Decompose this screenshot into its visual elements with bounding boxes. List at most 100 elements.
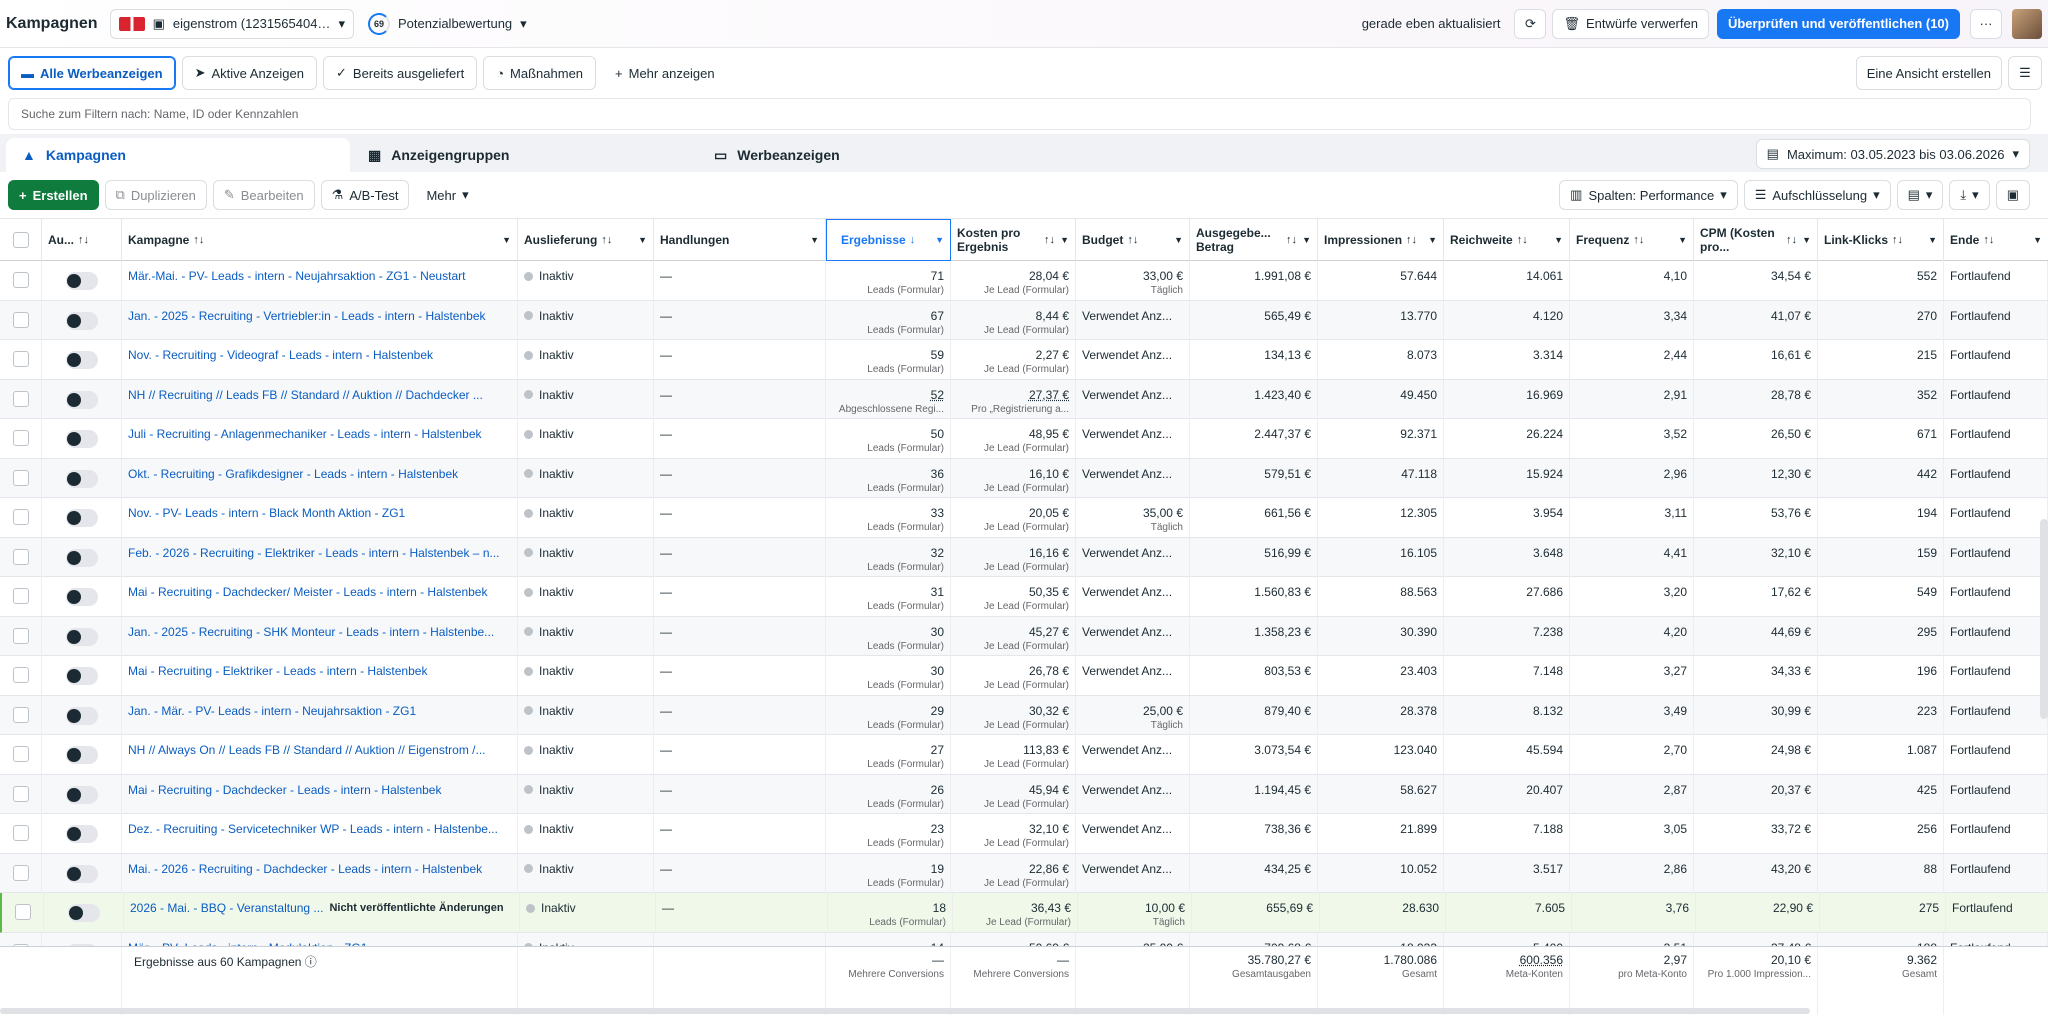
campaign-name-link[interactable]: Okt. - Recruiting - Grafikdesigner - Lea… bbox=[128, 466, 459, 481]
column-header-campaign[interactable]: Kampagne ↑↓ ▼ bbox=[122, 219, 518, 261]
row-checkbox[interactable] bbox=[12, 943, 29, 946]
account-selector[interactable]: ▣ eigenstrom (1231565404… ▾ bbox=[109, 8, 354, 39]
tab-campaigns[interactable]: ▲ Kampagnen bbox=[6, 138, 350, 172]
campaign-name-link[interactable]: Jan. - 2025 - Recruiting - SHK Monteur -… bbox=[128, 624, 495, 639]
chart-button[interactable]: ▣ bbox=[1995, 180, 2030, 210]
campaign-name-link[interactable]: Mär. - PV- Leads - intern - Modulaktion … bbox=[128, 941, 367, 947]
row-checkbox[interactable] bbox=[12, 785, 29, 802]
campaign-toggle[interactable] bbox=[66, 706, 98, 725]
row-checkbox[interactable] bbox=[12, 351, 29, 367]
column-header-end[interactable]: Ende ↑↓ ▼ bbox=[1944, 219, 2048, 261]
potential-score-button[interactable]: 69 Potenzialbewertung ▾ bbox=[367, 12, 527, 35]
row-checkbox[interactable] bbox=[14, 904, 31, 920]
search-input[interactable]: Suche zum Filtern nach: Name, ID oder Ke… bbox=[8, 98, 2031, 130]
campaign-toggle[interactable] bbox=[66, 469, 98, 488]
review-publish-button[interactable]: Überprüfen und veröffentlichen (10) bbox=[1716, 8, 1960, 39]
campaign-name-link[interactable]: Mai. - 2026 - Recruiting - Dachdecker - … bbox=[128, 861, 483, 876]
more-options-button[interactable]: ··· bbox=[1970, 8, 2002, 39]
table-row[interactable]: NH // Always On // Leads FB // Standard … bbox=[0, 735, 2048, 775]
column-header-results[interactable]: Ergebnisse ↓ ▼ bbox=[826, 219, 951, 261]
row-checkbox[interactable] bbox=[12, 864, 29, 881]
table-row[interactable]: Mai - Recruiting - Dachdecker - Leads - … bbox=[0, 774, 2048, 814]
campaign-toggle[interactable] bbox=[66, 627, 98, 646]
campaign-toggle[interactable] bbox=[66, 311, 98, 330]
campaign-toggle[interactable] bbox=[66, 430, 98, 448]
horizontal-scrollbar[interactable] bbox=[0, 1008, 1810, 1014]
campaign-toggle[interactable] bbox=[66, 746, 98, 764]
table-row[interactable]: Dez. - Recruiting - Servicetechniker WP … bbox=[0, 814, 2048, 854]
campaign-name-link[interactable]: 2026 - Mai. - BBQ - Veranstaltung ... bbox=[130, 901, 324, 915]
column-header-budget[interactable]: Budget ↑↓ ▼ bbox=[1076, 219, 1190, 261]
campaign-toggle[interactable] bbox=[66, 667, 98, 685]
ab-test-button[interactable]: ⚗ A/B-Test bbox=[320, 180, 410, 210]
chip-measures[interactable]: ◔ Maßnahmen bbox=[483, 56, 597, 90]
table-row[interactable]: Jan. - Mär. - PV- Leads - intern - Neuja… bbox=[0, 695, 2048, 735]
table-row[interactable]: Okt. - Recruiting - Grafikdesigner - Lea… bbox=[0, 458, 2048, 498]
avatar[interactable] bbox=[2012, 8, 2042, 39]
columns-button[interactable]: ▥ Spalten: Performance ▾ bbox=[1559, 180, 1738, 210]
campaign-toggle[interactable] bbox=[66, 272, 98, 290]
row-checkbox[interactable] bbox=[12, 627, 29, 644]
table-row[interactable]: Jan. - 2025 - Recruiting - SHK Monteur -… bbox=[0, 616, 2048, 656]
tab-ads[interactable]: ▭ Werbeanzeigen bbox=[698, 138, 1042, 172]
row-checkbox[interactable] bbox=[12, 311, 29, 328]
row-checkbox[interactable] bbox=[12, 469, 29, 486]
table-row[interactable]: 2026 - Mai. - BBQ - Veranstaltung ... Nic… bbox=[0, 893, 2048, 933]
table-row[interactable]: Jan. - 2025 - Recruiting - Vertriebler:i… bbox=[0, 300, 2048, 340]
campaign-name-link[interactable]: Feb. - 2026 - Recruiting - Elektriker - … bbox=[128, 545, 500, 560]
campaign-toggle[interactable] bbox=[68, 904, 100, 922]
column-header-impressions[interactable]: Impressionen ↑↓ ▼ bbox=[1318, 219, 1444, 261]
edit-button[interactable]: ✎ Bearbeiten bbox=[212, 180, 315, 210]
duplicate-button[interactable]: ⧉ Duplizieren bbox=[104, 180, 207, 210]
create-button[interactable]: + Erstellen bbox=[8, 180, 99, 210]
campaign-name-link[interactable]: Mär.-Mai. - PV- Leads - intern - Neujahr… bbox=[128, 269, 466, 283]
row-checkbox[interactable] bbox=[12, 825, 29, 841]
campaign-toggle[interactable] bbox=[66, 509, 98, 527]
column-header-delivery[interactable]: Auslieferung ↑↓ ▼ bbox=[518, 219, 654, 261]
table-row[interactable]: Mai. - 2026 - Recruiting - Dachdecker - … bbox=[0, 853, 2048, 893]
row-checkbox[interactable] bbox=[12, 588, 29, 604]
date-range-picker[interactable]: ▤ Maximum: 03.05.2023 bis 03.06.2026 ▾ bbox=[1755, 139, 2030, 169]
discard-drafts-button[interactable]: 🗑 Entwürfe verwerfen bbox=[1552, 8, 1709, 39]
column-header-reach[interactable]: Reichweite ↑↓ ▼ bbox=[1444, 219, 1570, 261]
row-checkbox[interactable] bbox=[12, 272, 29, 288]
campaign-name-link[interactable]: NH // Always On // Leads FB // Standard … bbox=[128, 743, 486, 757]
table-row[interactable]: Mai - Recruiting - Elektriker - Leads - … bbox=[0, 656, 2048, 696]
breakdown-button[interactable]: ☰ Aufschlüsselung ▾ bbox=[1743, 180, 1891, 210]
campaign-toggle[interactable] bbox=[66, 351, 98, 369]
row-checkbox[interactable] bbox=[12, 390, 29, 407]
campaign-name-link[interactable]: Mai - Recruiting - Dachdecker - Leads - … bbox=[128, 782, 442, 797]
refresh-button[interactable]: ⟳ bbox=[1514, 8, 1547, 39]
campaign-name-link[interactable]: Jan. - 2025 - Recruiting - Vertriebler:i… bbox=[128, 308, 486, 323]
table-row[interactable]: Juli - Recruiting - Anlagenmechaniker - … bbox=[0, 419, 2048, 459]
campaign-toggle[interactable] bbox=[66, 864, 98, 883]
tab-adsets[interactable]: ▦ Anzeigengruppen bbox=[352, 138, 696, 172]
column-header-actions[interactable]: Handlungen ▼ bbox=[654, 219, 826, 261]
row-checkbox[interactable] bbox=[12, 548, 29, 565]
campaign-name-link[interactable]: NH // Recruiting // Leads FB // Standard… bbox=[128, 387, 483, 402]
reports-button[interactable]: ▤ ▾ bbox=[1896, 180, 1944, 210]
chip-active-ads[interactable]: ➤ Aktive Anzeigen bbox=[181, 56, 317, 90]
table-row[interactable]: Nov. - PV- Leads - intern - Black Month … bbox=[0, 498, 2048, 538]
campaign-name-link[interactable]: Mai - Recruiting - Dachdecker/ Meister -… bbox=[128, 585, 488, 599]
column-header-amount-spent[interactable]: Ausgegebe... Betrag ↑↓ ▼ bbox=[1190, 219, 1318, 261]
campaign-toggle[interactable] bbox=[66, 588, 98, 606]
row-checkbox[interactable] bbox=[12, 430, 29, 446]
show-more-filters[interactable]: + Mehr anzeigen bbox=[602, 56, 728, 90]
campaign-name-link[interactable]: Nov. - Recruiting - Videograf - Leads - … bbox=[128, 348, 434, 362]
column-header-frequency[interactable]: Frequenz ↑↓ ▼ bbox=[1570, 219, 1694, 261]
campaign-name-link[interactable]: Jan. - Mär. - PV- Leads - intern - Neuja… bbox=[128, 703, 417, 718]
more-actions-button[interactable]: Mehr ▾ bbox=[415, 180, 480, 210]
table-row[interactable]: Mär.-Mai. - PV- Leads - intern - Neujahr… bbox=[0, 261, 2048, 301]
vertical-scrollbar[interactable] bbox=[2040, 519, 2048, 719]
column-header-cost-per-result[interactable]: Kosten pro Ergebnis ↑↓ ▼ bbox=[951, 219, 1076, 261]
chip-delivered[interactable]: ✓ Bereits ausgeliefert bbox=[323, 56, 478, 90]
campaign-toggle[interactable] bbox=[66, 785, 98, 804]
view-settings-button[interactable]: ☰ bbox=[2008, 56, 2042, 90]
column-header-cpm[interactable]: CPM (Kosten pro... ↑↓ ▼ bbox=[1694, 219, 1818, 261]
campaign-name-link[interactable]: Juli - Recruiting - Anlagenmechaniker - … bbox=[128, 427, 482, 441]
select-all-checkbox[interactable] bbox=[0, 219, 42, 261]
column-header-delivery-toggle[interactable]: Au... ↑↓ bbox=[42, 219, 122, 261]
row-checkbox[interactable] bbox=[12, 746, 29, 762]
export-button[interactable]: ⤓ ▾ bbox=[1949, 180, 1990, 210]
